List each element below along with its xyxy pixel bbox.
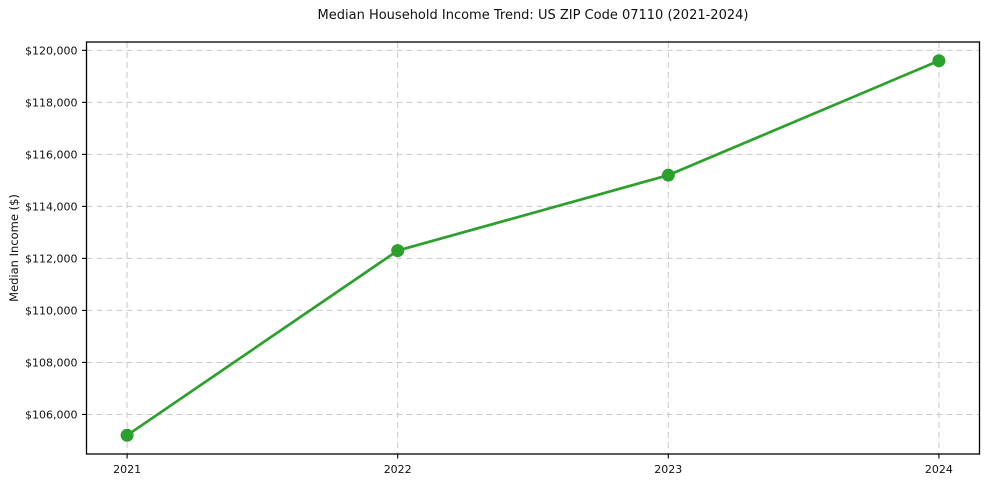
data-point — [120, 428, 134, 442]
y-tick-label: $106,000 — [25, 408, 78, 421]
data-point — [391, 244, 405, 258]
x-tick-label: 2021 — [113, 463, 141, 476]
y-tick-label: $118,000 — [25, 96, 78, 109]
y-tick-label: $116,000 — [25, 148, 78, 161]
x-tick-label: 2022 — [384, 463, 412, 476]
y-tick-label: $110,000 — [25, 304, 78, 317]
y-tick-label: $120,000 — [25, 44, 78, 57]
y-axis-label: Median Income ($) — [7, 194, 21, 302]
data-point — [932, 54, 946, 68]
x-tick-label: 2024 — [925, 463, 953, 476]
data-point — [661, 168, 675, 182]
y-tick-label: $108,000 — [25, 356, 78, 369]
x-tick-label: 2023 — [654, 463, 682, 476]
trend-line — [125, 59, 941, 437]
y-tick-label: $112,000 — [25, 252, 78, 265]
y-tick-label: $114,000 — [25, 200, 78, 213]
chart-title: Median Household Income Trend: US ZIP Co… — [317, 8, 749, 23]
plot-border — [85, 41, 981, 455]
